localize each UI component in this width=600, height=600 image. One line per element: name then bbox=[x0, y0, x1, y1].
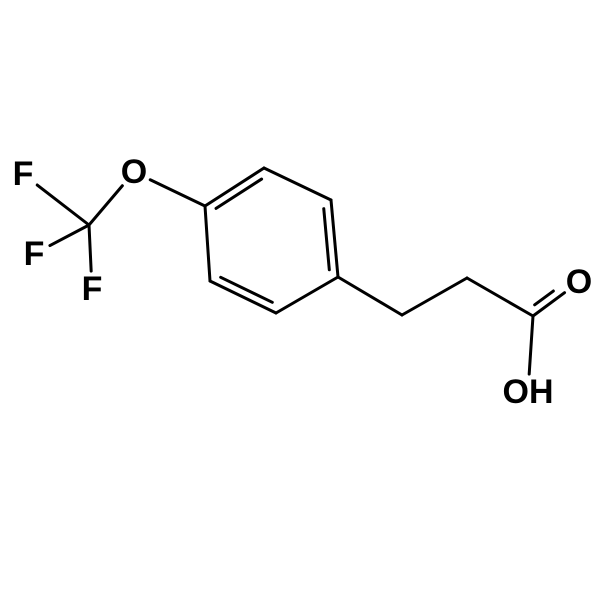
bond-line bbox=[89, 225, 91, 271]
bond-line bbox=[276, 277, 338, 313]
bond-line bbox=[205, 168, 264, 206]
bond-line bbox=[331, 200, 338, 277]
molecule-diagram: F F F O O OH bbox=[0, 0, 600, 600]
bond-line bbox=[529, 316, 533, 374]
atom-label-f3: F bbox=[82, 272, 103, 306]
bond-line bbox=[37, 185, 89, 225]
atom-label-o2: O bbox=[566, 265, 592, 299]
bond-line bbox=[324, 209, 330, 270]
bond-line bbox=[89, 186, 122, 225]
bond-line bbox=[467, 278, 533, 316]
bond-line bbox=[210, 281, 276, 313]
bond-line bbox=[402, 278, 467, 315]
atom-label-f1: F bbox=[13, 157, 34, 191]
atom-label-f2: F bbox=[24, 237, 45, 271]
bond-line bbox=[150, 180, 205, 206]
bond-line bbox=[338, 277, 402, 315]
bond-line bbox=[50, 225, 89, 246]
atom-label-o1: O bbox=[121, 155, 147, 189]
bond-line bbox=[205, 206, 210, 281]
bond-line bbox=[264, 168, 331, 200]
atom-label-oh: OH bbox=[503, 375, 554, 409]
